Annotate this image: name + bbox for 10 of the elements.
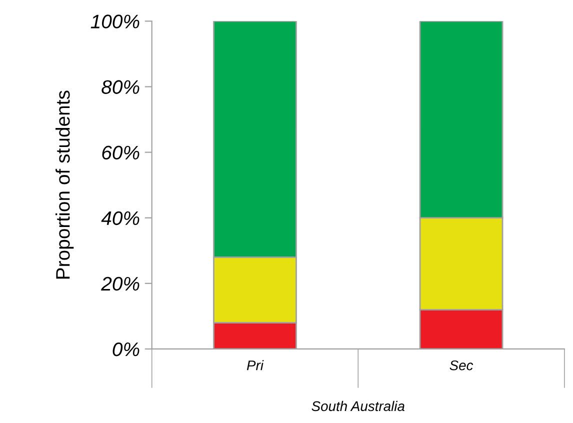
y-axis-title: Proportion of students (56, 90, 74, 279)
x-tick-label: Pri (246, 360, 264, 370)
y-tick-label: 60% (102, 146, 140, 160)
y-tick-label: 40% (101, 211, 140, 226)
y-tick-label: 80% (102, 80, 140, 94)
y-tick-label: 20% (101, 276, 140, 291)
x-tick-label: Sec (450, 360, 474, 370)
y-tick-label: 0% (112, 342, 140, 356)
y-tick-label: 100% (90, 14, 140, 28)
x-axis-title: South Australia (312, 400, 404, 412)
